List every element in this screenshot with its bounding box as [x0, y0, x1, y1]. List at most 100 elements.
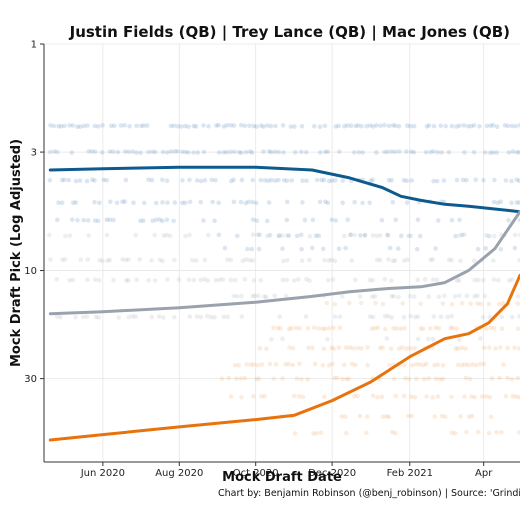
data-point — [271, 325, 276, 331]
data-point — [266, 149, 272, 154]
data-point — [465, 124, 471, 129]
data-point — [116, 315, 122, 320]
data-point — [409, 413, 415, 419]
data-point — [319, 177, 324, 183]
data-point — [326, 178, 332, 184]
data-point — [459, 301, 465, 306]
data-point — [457, 337, 462, 342]
data-point — [426, 336, 431, 342]
data-point — [75, 124, 80, 129]
data-point — [314, 431, 320, 436]
data-point — [312, 123, 317, 129]
data-point — [449, 430, 455, 436]
data-point — [247, 123, 252, 129]
data-point — [426, 294, 431, 299]
data-point — [509, 277, 515, 282]
data-point — [329, 345, 334, 351]
data-point — [160, 258, 165, 264]
data-point — [393, 431, 398, 436]
data-point — [258, 277, 264, 283]
data-point — [249, 150, 255, 155]
chart-caption: Chart by: Benjamin Robinson (@benj_robin… — [218, 488, 520, 499]
data-point — [487, 395, 493, 400]
data-point — [471, 123, 477, 128]
data-point — [360, 200, 365, 206]
data-point — [393, 217, 399, 223]
data-point — [250, 217, 256, 222]
data-point — [62, 123, 67, 129]
data-point — [464, 429, 469, 435]
data-point — [509, 314, 515, 320]
data-point — [462, 394, 467, 399]
data-point — [410, 362, 415, 368]
data-point — [340, 294, 345, 299]
data-point — [275, 325, 281, 331]
data-point — [248, 362, 254, 368]
data-point — [348, 123, 354, 128]
trend-line-series-0 — [48, 165, 520, 214]
data-point — [198, 178, 204, 184]
data-point — [165, 277, 170, 282]
data-point — [326, 363, 332, 368]
data-point — [299, 124, 305, 129]
data-point — [411, 123, 417, 129]
data-point — [333, 124, 339, 129]
data-point — [180, 178, 185, 183]
data-point — [96, 278, 102, 283]
data-point — [457, 123, 462, 128]
data-point — [457, 217, 462, 223]
data-point — [48, 123, 53, 128]
data-point — [97, 257, 102, 263]
data-point — [371, 124, 376, 129]
data-point — [322, 149, 328, 155]
data-point — [302, 217, 308, 223]
data-point — [292, 124, 297, 129]
data-point — [401, 393, 407, 399]
data-point — [56, 200, 61, 205]
data-point — [486, 233, 492, 239]
data-point — [370, 393, 376, 399]
data-point — [242, 123, 248, 129]
data-point — [149, 177, 155, 183]
data-point — [382, 314, 388, 319]
data-point — [157, 217, 163, 222]
data-point — [506, 218, 511, 223]
data-point — [352, 393, 357, 399]
data-point — [342, 233, 347, 239]
data-point — [261, 124, 266, 129]
data-point — [382, 276, 388, 282]
data-point — [183, 149, 188, 155]
data-point — [179, 149, 185, 155]
data-point — [262, 393, 267, 399]
data-point — [126, 149, 131, 155]
data-point — [389, 294, 395, 299]
data-point — [487, 315, 493, 320]
data-point — [512, 232, 518, 238]
data-point — [81, 123, 87, 129]
data-point — [141, 200, 147, 206]
x-tick-label-3: Dec 2020 — [308, 468, 356, 479]
data-point — [300, 200, 305, 205]
data-point — [364, 430, 369, 436]
data-point — [214, 123, 219, 128]
data-point — [175, 149, 180, 154]
data-point — [337, 314, 343, 320]
data-point — [431, 149, 436, 154]
data-point — [339, 414, 345, 419]
data-point — [160, 200, 165, 205]
data-point — [191, 150, 196, 155]
data-point — [426, 123, 432, 128]
data-point — [430, 257, 436, 262]
data-point — [484, 326, 489, 331]
data-point — [515, 326, 520, 332]
data-point — [438, 123, 444, 128]
data-point — [171, 218, 176, 224]
data-point — [329, 178, 335, 183]
data-point — [472, 277, 478, 283]
data-point — [294, 233, 300, 239]
data-point — [235, 233, 240, 239]
data-point — [191, 277, 197, 283]
data-point — [439, 150, 445, 155]
data-point — [423, 150, 429, 155]
data-point — [99, 150, 105, 155]
